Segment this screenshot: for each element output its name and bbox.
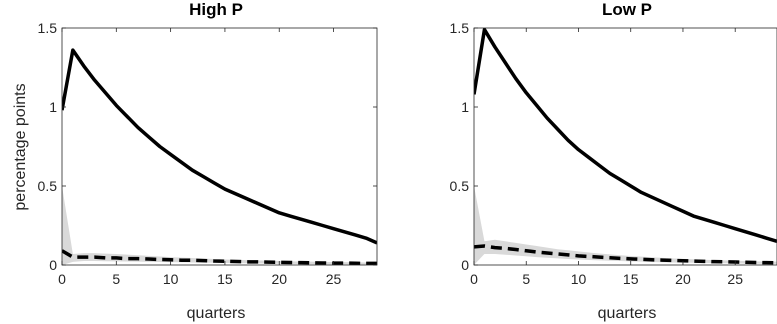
x-tick-label: 10 (163, 271, 179, 287)
x-tick-label: 25 (727, 271, 743, 287)
y-tick-label: 0 (49, 257, 57, 273)
y-tick-label: 0.5 (450, 178, 470, 194)
x-tick-label: 0 (58, 271, 66, 287)
y-tick-label: 0.5 (38, 178, 58, 194)
confidence-band-1 (474, 186, 777, 265)
plot-content (62, 48, 377, 265)
confidence-band-1 (62, 186, 377, 265)
x-tick-label: 0 (470, 271, 478, 287)
x-axis-label: quarters (598, 305, 657, 322)
x-tick-label: 15 (217, 271, 233, 287)
y-tick-label: 1 (49, 99, 57, 115)
x-tick-label: 20 (675, 271, 691, 287)
series-line-0-solid (62, 48, 377, 245)
y-axis-label: percentage points (12, 83, 29, 210)
x-tick-label: 10 (571, 271, 587, 287)
y-tick-label: 1 (461, 99, 469, 115)
chart-title: Low P (602, 0, 652, 19)
axes-frame (61, 27, 378, 266)
y-tick-label: 1.5 (38, 20, 58, 36)
x-tick-label: 25 (326, 271, 342, 287)
series-line-0-solid (474, 28, 777, 243)
plot-content (474, 28, 777, 265)
x-tick-label: 5 (522, 271, 530, 287)
y-tick-label: 1.5 (450, 20, 470, 36)
panel-high-p: High P quarters percentage points 0 5 10 15… (12, 0, 378, 322)
y-tick-label: 0 (461, 257, 469, 273)
chart-title: High P (189, 0, 243, 19)
axes-frame (473, 27, 777, 266)
panel-low-p: Low P quarters 0 5 10 15 20 25 0 0.5 1 1.5 (450, 0, 777, 322)
series-line-1-dashed (62, 249, 377, 265)
x-tick-label: 15 (623, 271, 639, 287)
plot-area-low-p: 0 5 10 15 20 25 0 0.5 1 1.5 (450, 20, 777, 287)
x-tick-label: 5 (112, 271, 120, 287)
x-tick-label: 20 (271, 271, 287, 287)
plot-area-high-p: 0 5 10 15 20 25 0 0.5 1 1.5 (38, 20, 378, 287)
x-axis-label: quarters (187, 305, 246, 322)
